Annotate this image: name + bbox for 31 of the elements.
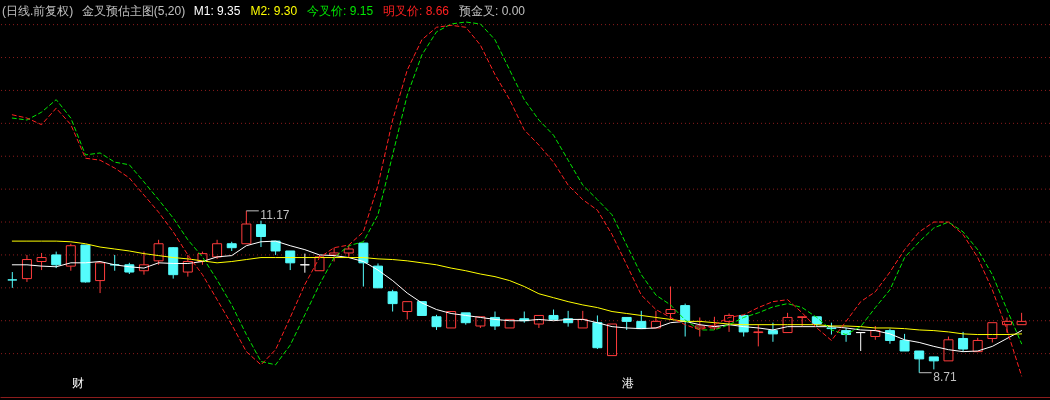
candlestick bbox=[592, 314, 603, 349]
candlestick bbox=[95, 262, 106, 294]
text: 11.17 bbox=[260, 207, 290, 222]
candlestick bbox=[416, 301, 427, 316]
text: 港 bbox=[622, 376, 634, 390]
candlestick bbox=[138, 251, 149, 276]
candlestick bbox=[767, 322, 778, 343]
candlestick bbox=[1001, 316, 1012, 334]
candlestick bbox=[241, 210, 252, 245]
text: 财 bbox=[72, 376, 84, 390]
text: 8.71 bbox=[933, 369, 957, 384]
candlestick bbox=[650, 310, 661, 329]
series-label: 明叉价: 8.66 bbox=[383, 4, 450, 18]
candlestick bbox=[607, 323, 618, 357]
candlestick bbox=[21, 254, 32, 283]
candlestick bbox=[329, 247, 340, 263]
candlestick bbox=[373, 262, 383, 289]
chart-subtitle: 金叉预估主图(5,20) bbox=[81, 4, 186, 18]
text: 预金叉: 0.00 bbox=[458, 4, 526, 18]
candlestick bbox=[446, 311, 457, 329]
text: M2: 9.30 bbox=[250, 4, 298, 18]
candlestick bbox=[255, 220, 266, 248]
text: M1: 9.35 bbox=[193, 4, 241, 18]
text: 今叉价: 9.15 bbox=[307, 4, 374, 18]
candlestick bbox=[724, 312, 735, 333]
candlestick bbox=[212, 239, 223, 260]
candlestick bbox=[358, 242, 369, 288]
candlestick bbox=[533, 314, 544, 329]
candlestick bbox=[285, 250, 296, 271]
candlestick bbox=[504, 318, 515, 329]
chart-title: (日线.前复权) bbox=[2, 4, 74, 18]
